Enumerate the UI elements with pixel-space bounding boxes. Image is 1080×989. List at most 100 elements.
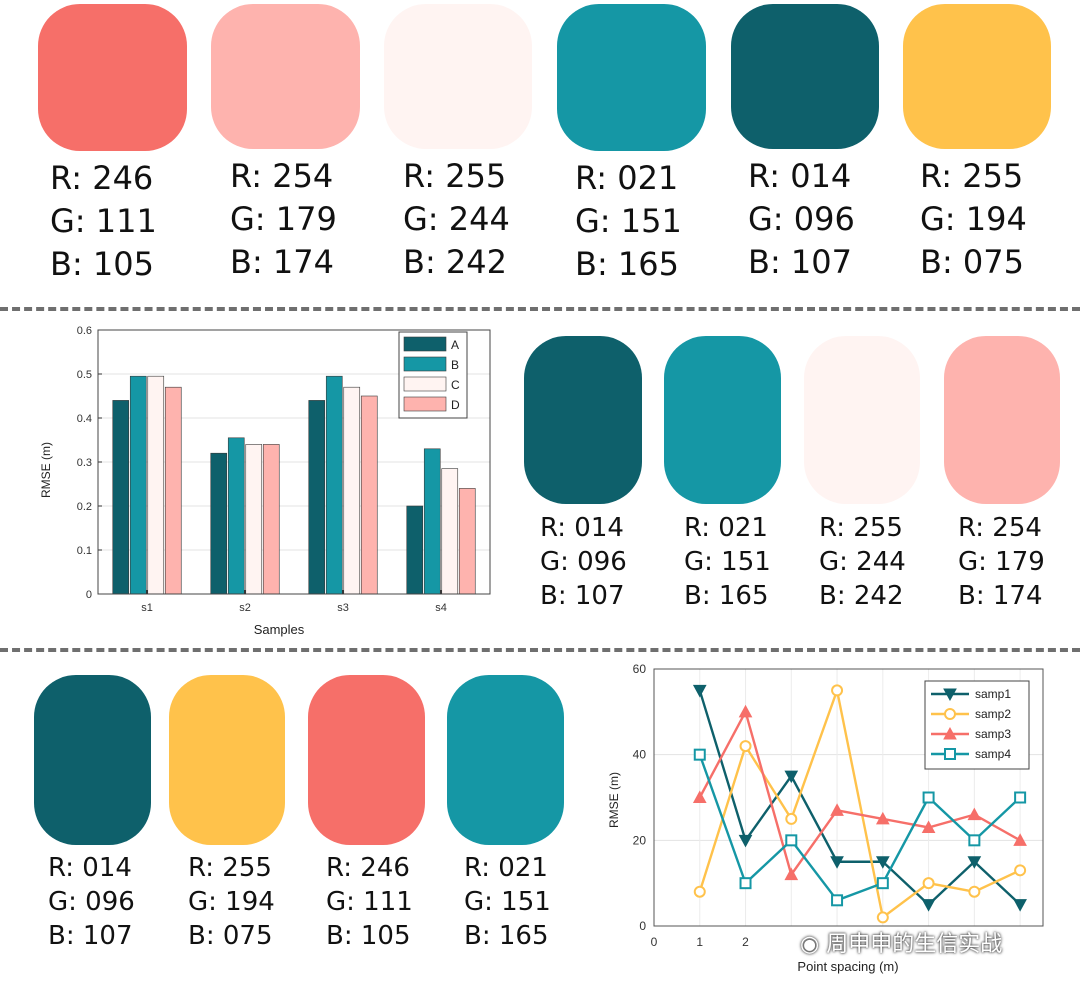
red-value: R: 246	[326, 853, 410, 883]
marker	[784, 867, 799, 881]
bar-A-s2	[210, 452, 228, 595]
marker	[921, 820, 936, 833]
top-swatch-3	[384, 4, 532, 149]
line-chart-ylabel: RMSE (m)	[607, 772, 621, 828]
mid-swatch-3	[804, 336, 920, 504]
blue-value: B: 242	[819, 581, 904, 611]
marker	[922, 791, 935, 804]
red-value: R: 014	[540, 513, 624, 543]
x-tick-label: s3	[337, 602, 349, 614]
line-chart-legend: samp1 samp2 samp3 samp4	[924, 680, 1030, 770]
y-tick-label: 40	[633, 748, 647, 762]
marker	[876, 911, 889, 924]
legend-swatch	[403, 396, 447, 412]
blue-value: B: 075	[188, 921, 273, 951]
green-value: G: 111	[326, 887, 413, 917]
y-tick-label: 0.6	[77, 325, 92, 337]
red-value: R: 254	[230, 157, 334, 195]
bar-A-s4	[406, 505, 424, 595]
bar-C-s4	[441, 468, 459, 595]
green-value: G: 151	[684, 547, 771, 577]
bottom-rgb-4: R: 021 G: 151 B: 165	[464, 855, 551, 957]
mid-rgb-1: R: 014 G: 096 B: 107	[540, 515, 627, 617]
series-samp1	[692, 684, 1027, 912]
line-chart-xlabel: Point spacing (m)	[797, 959, 898, 974]
red-value: R: 255	[403, 157, 507, 195]
marker	[1014, 791, 1027, 804]
top-swatch-1	[38, 4, 187, 151]
blue-value: B: 105	[50, 245, 154, 283]
red-value: R: 246	[50, 159, 154, 197]
green-value: G: 179	[230, 200, 337, 238]
series-line	[698, 708, 1021, 878]
bottom-swatch-4	[447, 675, 564, 845]
red-value: R: 014	[748, 157, 852, 195]
marker	[922, 877, 935, 890]
bottom-swatch-3	[308, 675, 425, 845]
legend-label: B	[451, 358, 459, 372]
green-value: G: 179	[958, 547, 1045, 577]
bottom-swatch-2	[169, 675, 285, 845]
x-tick-label: s1	[141, 602, 153, 614]
blue-value: B: 105	[326, 921, 411, 951]
red-value: R: 021	[575, 159, 679, 197]
marker	[968, 885, 981, 898]
section-divider-1	[0, 307, 1080, 311]
top-rgb-4: R: 021 G: 151 B: 165	[575, 162, 682, 291]
marker	[738, 704, 753, 718]
marker	[693, 885, 706, 898]
marker	[921, 899, 936, 912]
bottom-swatch-1	[34, 675, 151, 845]
plot-frame	[97, 329, 491, 595]
y-tick-label: 0	[86, 589, 92, 601]
legend-label: samp2	[975, 707, 1011, 721]
green-value: G: 194	[188, 887, 275, 917]
bottom-rgb-1: R: 014 G: 096 B: 107	[48, 855, 135, 957]
bar-D-s3	[360, 395, 378, 595]
marker	[876, 877, 889, 890]
red-value: R: 255	[819, 513, 903, 543]
series-samp2	[693, 684, 1027, 924]
x-tick-label: s4	[435, 602, 447, 614]
legend-swatch	[403, 336, 447, 352]
top-rgb-5: R: 014 G: 096 B: 107	[748, 160, 855, 289]
y-tick-label: 0.4	[77, 413, 92, 425]
marker	[875, 856, 890, 869]
mid-swatch-2	[664, 336, 781, 504]
bar-chart-bars	[112, 375, 476, 595]
blue-value: B: 165	[464, 921, 549, 951]
green-value: G: 244	[403, 200, 510, 238]
green-value: G: 244	[819, 547, 906, 577]
blue-value: B: 242	[403, 243, 507, 281]
plot-frame	[653, 668, 1044, 927]
marker	[1013, 833, 1027, 846]
bar-B-s3	[325, 375, 343, 595]
marker	[692, 790, 707, 803]
red-value: R: 255	[920, 157, 1024, 195]
marker	[830, 803, 844, 816]
line-chart-axes: 0 20 40 60 0 1 2	[633, 662, 1044, 949]
red-value: R: 254	[958, 513, 1042, 543]
top-swatch-6	[903, 4, 1051, 149]
marker	[944, 708, 956, 720]
green-value: G: 151	[575, 202, 682, 240]
red-value: R: 255	[188, 853, 272, 883]
blue-value: B: 165	[684, 581, 769, 611]
mid-rgb-2: R: 021 G: 151 B: 165	[684, 515, 771, 617]
legend-swatch	[403, 376, 447, 392]
red-value: R: 021	[684, 513, 768, 543]
marker	[967, 856, 982, 869]
series-samp3	[692, 704, 1027, 881]
bar-B-s2	[227, 437, 245, 595]
x-tick-label: s2	[239, 602, 251, 614]
bar-A-s1	[112, 400, 130, 595]
bar-C-s1	[147, 375, 165, 595]
top-rgb-6: R: 255 G: 194 B: 075	[920, 160, 1027, 289]
marker	[1014, 864, 1027, 877]
bar-C-s3	[343, 386, 361, 595]
bottom-rgb-3: R: 246 G: 111 B: 105	[326, 855, 413, 957]
marker	[784, 770, 799, 784]
y-tick-label: 20	[633, 833, 647, 847]
series-samp4	[693, 748, 1027, 907]
